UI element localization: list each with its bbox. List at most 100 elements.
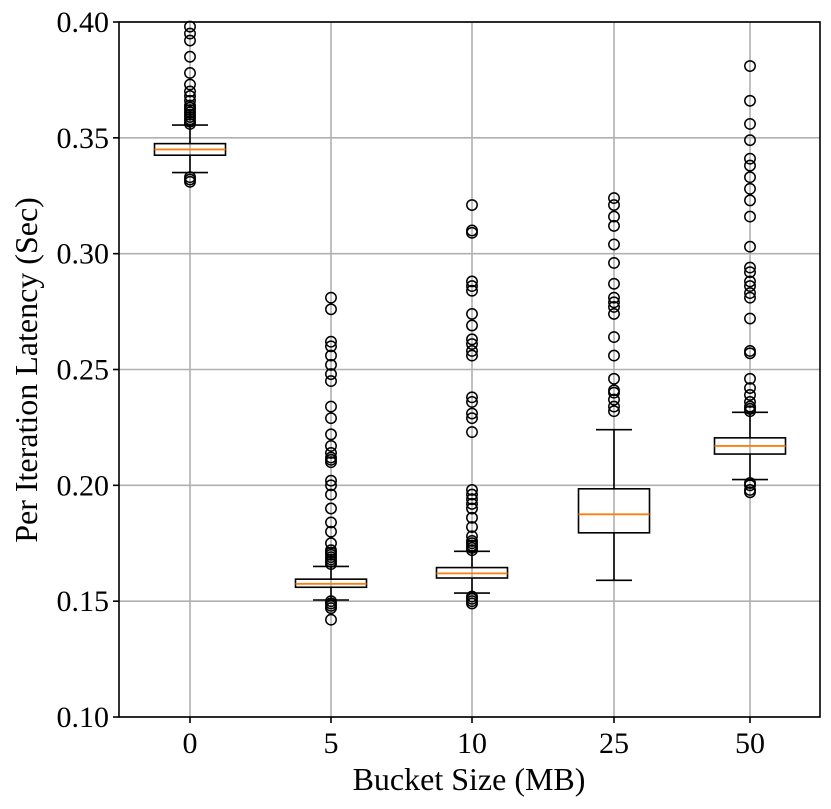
outlier-point (184, 94, 196, 107)
outlier-point (466, 534, 478, 547)
outlier-point (466, 284, 478, 297)
x-axis-label: Bucket Size (MB) (353, 761, 586, 797)
outlier-point (744, 266, 756, 279)
outlier-point (744, 261, 756, 274)
x-tick-label: 0 (183, 727, 198, 760)
outlier-point (744, 382, 756, 394)
outlier-point (744, 159, 756, 172)
outlier-point (325, 340, 337, 353)
outlier-point (744, 117, 756, 130)
outlier-point (608, 400, 620, 413)
outlier-point (608, 219, 620, 232)
outlier-point (744, 171, 756, 184)
y-axis-ticks: 0.10 0.15 0.20 0.25 0.30 0.35 0.40 (57, 6, 119, 734)
outlier-point (466, 338, 478, 350)
grid-lines (119, 21, 820, 718)
outlier-point (608, 296, 620, 309)
outlier-point (325, 335, 337, 348)
outlier-point (466, 319, 478, 332)
outlier-point (325, 349, 337, 362)
outlier-point (608, 301, 620, 313)
outlier-point (325, 440, 337, 452)
outlier-point (184, 90, 196, 103)
outlier-point (325, 488, 337, 501)
outlier-point (466, 511, 478, 524)
outlier-point (466, 412, 478, 425)
x-tick-label: 5 (324, 727, 339, 760)
outlier-point (466, 199, 478, 211)
outlier-point (325, 479, 337, 492)
outlier-point (466, 530, 478, 543)
outlier-point (744, 94, 756, 107)
outlier-point (184, 99, 196, 112)
outlier-point (466, 345, 478, 357)
outlier-point (325, 544, 337, 557)
outlier-point (744, 280, 756, 293)
box-25 (577, 192, 651, 582)
outlier-point (325, 516, 337, 529)
x-tick-label: 10 (457, 727, 487, 760)
outlier-point (466, 493, 478, 506)
outlier-point (608, 405, 620, 418)
outlier-point (608, 372, 620, 385)
outlier-point (466, 391, 478, 404)
outlier-point (466, 407, 478, 420)
outlier-point (744, 345, 756, 357)
outlier-point (744, 389, 756, 401)
outlier-point (744, 275, 756, 288)
box-series (153, 20, 787, 626)
outlier-point (466, 590, 478, 603)
outlier-point (608, 256, 620, 269)
outlier-point (466, 224, 478, 237)
outlier-point (466, 521, 478, 533)
y-tick-label: 0.15 (57, 585, 110, 618)
outlier-point (744, 291, 756, 304)
outlier-point (325, 474, 337, 487)
outlier-point (744, 134, 756, 147)
outlier-point (184, 34, 196, 47)
outlier-point (744, 400, 756, 413)
outlier-point (608, 210, 620, 223)
box-0 (153, 20, 227, 188)
outlier-point (184, 27, 196, 40)
outlier-point (466, 333, 478, 346)
outlier-point (184, 85, 196, 98)
outlier-point (325, 525, 337, 538)
outlier-point (608, 349, 620, 362)
outlier-point (744, 152, 756, 165)
outlier-point (325, 375, 337, 388)
outlier-point (744, 484, 756, 496)
outlier-point (325, 400, 337, 413)
y-tick-label: 0.25 (57, 354, 110, 387)
outlier-point (325, 368, 337, 381)
outlier-point (744, 395, 756, 408)
outlier-point (744, 477, 756, 489)
outlier-point (608, 277, 620, 290)
outlier-point (184, 50, 196, 63)
y-axis-label: Per Iteration Latency (Sec) (8, 197, 44, 543)
x-tick-label: 50 (735, 727, 765, 760)
outlier-point (466, 502, 478, 515)
outlier-point (325, 595, 337, 608)
outlier-point (325, 502, 337, 515)
outlier-point (608, 331, 620, 344)
outlier-point (744, 372, 756, 385)
outlier-point (744, 312, 756, 325)
outlier-point (325, 358, 337, 371)
outlier-point (325, 446, 337, 459)
outlier-point (466, 307, 478, 320)
outlier-point (744, 287, 756, 299)
outlier-point (744, 210, 756, 223)
outlier-point (608, 238, 620, 251)
outlier-point (184, 67, 196, 79)
box-10 (435, 199, 509, 610)
outlier-point (608, 192, 620, 205)
outlier-point (608, 291, 620, 304)
outlier-point (325, 537, 337, 550)
outlier-point (608, 384, 620, 397)
box-5 (294, 291, 368, 626)
outlier-point (466, 349, 478, 362)
x-axis-ticks: 0 5 10 25 50 (183, 717, 765, 760)
outlier-point (325, 303, 337, 316)
